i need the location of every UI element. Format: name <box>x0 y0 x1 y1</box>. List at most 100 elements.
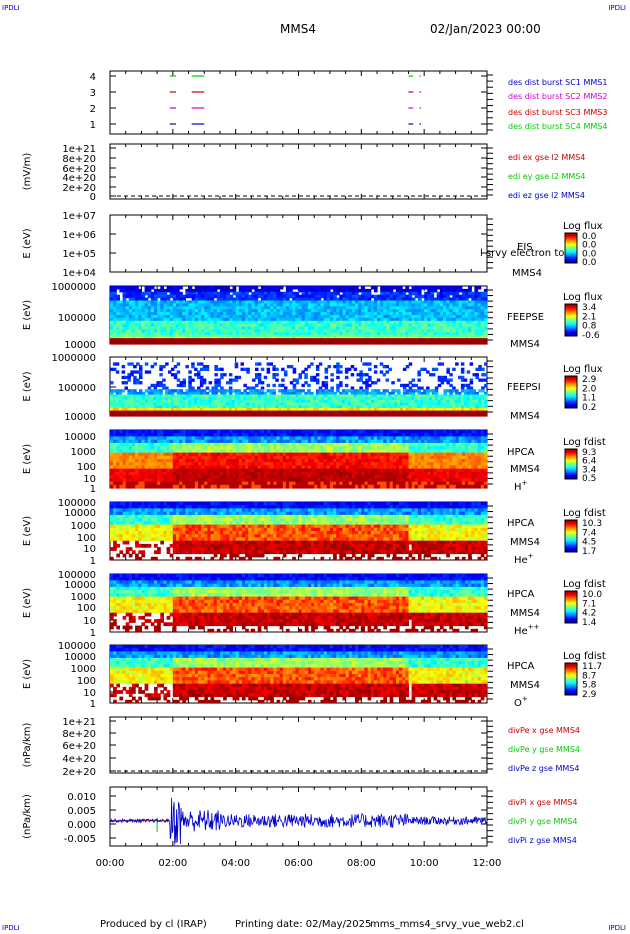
y-tick-label: 10 <box>83 688 96 699</box>
y-tick-label: 1e+06 <box>62 230 96 241</box>
y-tick-label: 1000 <box>71 521 96 532</box>
x-tick-label: 10:00 <box>410 858 439 869</box>
y-tick-label: 100000 <box>58 641 96 652</box>
spacecraft-label: MMS4 <box>510 339 540 350</box>
colorbar-tick-label: 7.1 <box>582 599 596 609</box>
y-axis-label: E (eV) <box>22 659 33 689</box>
y-tick-label: 10000 <box>64 432 96 443</box>
colorbar-tick-label: 3.4 <box>582 303 597 313</box>
corner-label-bottom-right: IPDLI <box>608 924 626 932</box>
legend-burst-sc2: des dist burst SC2 MMS2 <box>508 92 607 101</box>
y-tick-label: 4 <box>90 72 96 83</box>
eis-overlay-text: l srvy electron to <box>480 248 564 259</box>
y-tick-label: 2 <box>90 104 96 115</box>
species-charge: + <box>522 479 528 487</box>
colorbar-tick-label: 0.2 <box>582 403 596 413</box>
y-tick-label: 8e+20 <box>62 154 96 165</box>
x-tick-label: 02:00 <box>158 858 187 869</box>
colorbar-tick-label: 7.4 <box>582 528 597 538</box>
y-axis-label: (nPa/km) <box>22 723 33 768</box>
heatmap-hpca_o <box>110 645 488 704</box>
y-tick-label: 10000 <box>64 508 96 519</box>
colorbar-tick-label: 0.0 <box>582 258 597 268</box>
instrument-label: EIS <box>517 242 533 253</box>
legend-burst-sc1: des dist burst SC1 MMS1 <box>508 78 607 87</box>
colorbar-title: Log fdist <box>563 651 606 662</box>
instrument-label: FEEPSI <box>507 382 541 393</box>
y-tick-label: 1e+04 <box>62 268 96 279</box>
y-tick-label: 10000 <box>64 340 96 351</box>
colorbar-tick-label: 10.3 <box>582 519 602 529</box>
corner-label-bottom-left: IPDLI <box>2 924 20 932</box>
colorbar-tick-label: 0.0 <box>582 249 597 259</box>
colorbar-tick-label: 6.4 <box>582 457 597 467</box>
panel-frame-burst <box>109 70 488 135</box>
instrument-label: HPCA <box>507 518 535 529</box>
colorbar-tick-label: 9.3 <box>582 448 596 458</box>
colorbar-tick-label: 0.0 <box>582 232 597 242</box>
y-tick-label: 1 <box>90 699 96 710</box>
colorbar-tick-label: 1.1 <box>582 394 596 404</box>
colorbar-tick-label: 11.7 <box>582 662 602 672</box>
y-tick-label: 1e+07 <box>62 211 96 222</box>
colorbar-tick-label: 2.1 <box>582 312 596 322</box>
legend-edi-1: edi ey gse l2 MMS4 <box>508 172 586 181</box>
y-tick-label: 100000 <box>58 383 96 394</box>
species-charge: + <box>522 695 528 703</box>
y-axis-label: E (eV) <box>22 371 33 401</box>
corner-label-top-left: IPDLI <box>2 4 20 12</box>
divpi-z-series <box>109 797 488 845</box>
legend-burst-sc3: des dist burst SC3 MMS3 <box>508 108 607 117</box>
colorbar-tick-label: -0.6 <box>582 331 600 341</box>
colorbar-tick-label: 1.4 <box>582 618 597 628</box>
colorbar-title: Log flux <box>563 221 603 232</box>
y-axis-label: E (eV) <box>22 516 33 546</box>
y-tick-label: 1 <box>90 628 96 639</box>
spacecraft-label: MMS4 <box>510 464 540 475</box>
y-tick-label: 6e+20 <box>62 741 96 752</box>
y-tick-label: 2e+20 <box>62 767 96 778</box>
spacecraft-label: MMS4 <box>512 268 542 279</box>
y-tick-label: 10000 <box>64 412 96 423</box>
colorbar-title: Log fdist <box>563 437 606 448</box>
legend-divpi-1: divPi y gse MMS4 <box>508 817 577 826</box>
y-tick-label: 1000000 <box>51 353 96 364</box>
species-charge: ++ <box>528 623 540 631</box>
colorbar-title: Log fdist <box>563 508 606 519</box>
colorbar-title: Log flux <box>563 364 603 375</box>
y-axis-label: (nPa/km) <box>22 794 33 839</box>
colorbar-tick-label: 4.2 <box>582 609 596 619</box>
colorbar-tick-label: 2.9 <box>582 375 597 385</box>
colorbar-tick-label: 0.5 <box>582 474 596 484</box>
x-tick-label: 04:00 <box>221 858 250 869</box>
y-tick-label: 0.000 <box>67 820 96 831</box>
legend-edi-2: edi ez gse l2 MMS4 <box>508 191 585 200</box>
y-tick-label: 100000 <box>58 313 96 324</box>
y-tick-label: 100 <box>77 462 96 473</box>
corner-label-top-right: IPDLI <box>608 4 626 12</box>
x-tick-label: 06:00 <box>284 858 313 869</box>
heatmap-feepse <box>110 286 488 345</box>
colorbar-tick-label: 0.0 <box>582 241 597 251</box>
y-tick-label: 1e+21 <box>62 717 96 728</box>
y-tick-label: 100 <box>77 533 96 544</box>
heatmap-feepsi <box>110 362 488 417</box>
legend-divpe-0: divPe x gse MMS4 <box>508 726 580 735</box>
spacecraft-label: MMS4 <box>510 411 540 422</box>
species-label: O+ <box>514 695 528 709</box>
y-tick-label: 2e+20 <box>62 183 96 194</box>
legend-divpe-2: divPe z gse MMS4 <box>508 764 579 773</box>
colorbar-feepsi <box>564 375 578 409</box>
colorbar-tick-label: 2.0 <box>582 384 597 394</box>
y-tick-label: 0.010 <box>67 792 96 803</box>
panel-frame-divpe <box>109 716 488 774</box>
y-tick-label: 1000 <box>71 447 96 458</box>
species-label: H+ <box>514 479 528 493</box>
footer-script: mms_mms4_srvy_vue_web2.cl <box>370 919 524 930</box>
instrument-label: HPCA <box>507 661 535 672</box>
y-tick-label: 1e+21 <box>62 144 96 155</box>
panel-frame-divpi <box>109 786 488 847</box>
y-tick-label: 0 <box>90 192 96 203</box>
colorbar-tick-label: 3.4 <box>582 465 597 475</box>
